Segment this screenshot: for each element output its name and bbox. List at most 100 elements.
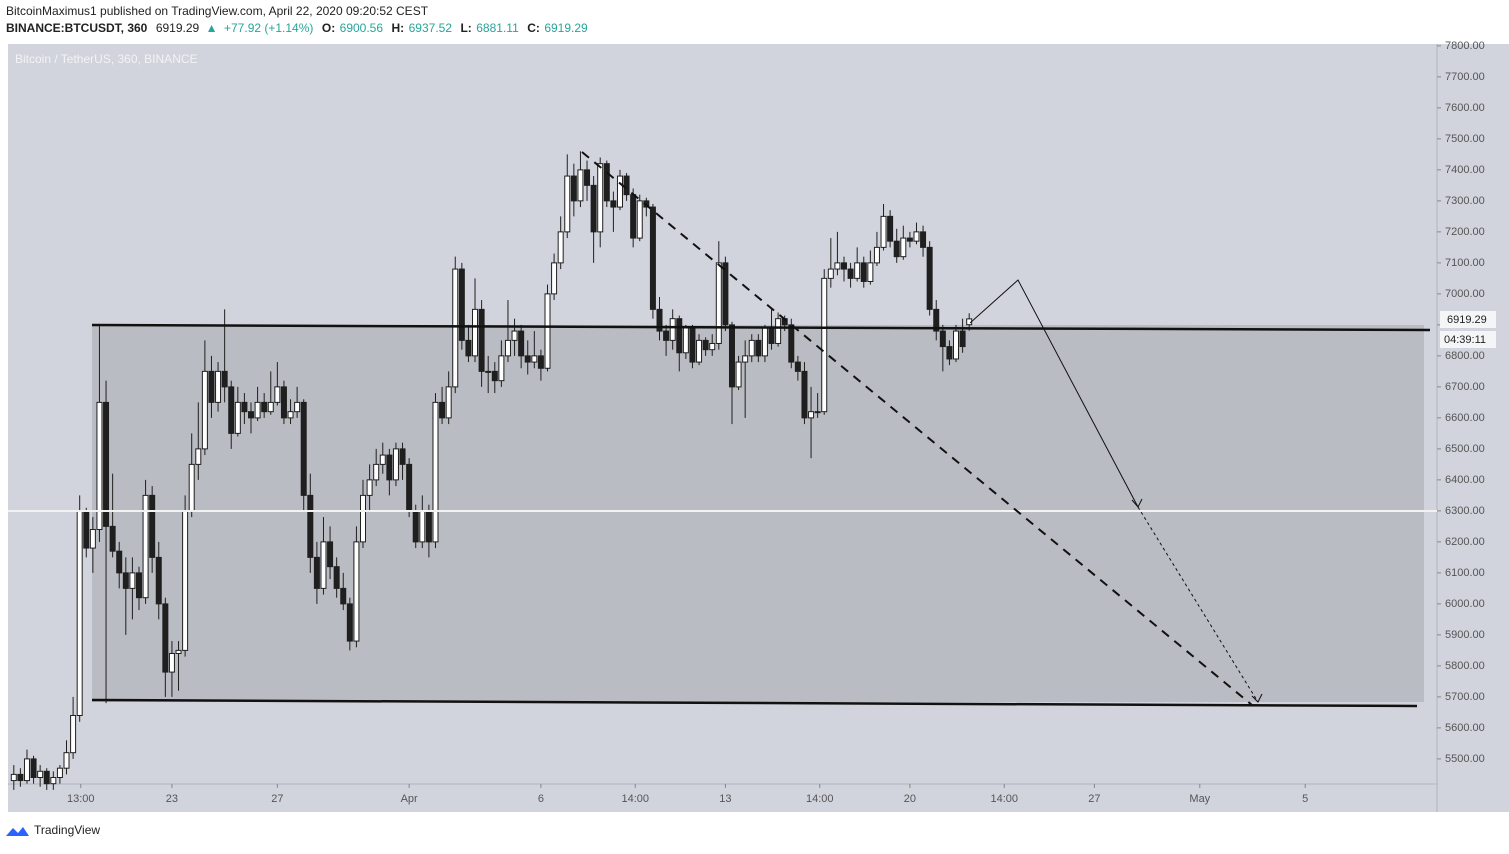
c: 6919.29 — [544, 21, 588, 35]
candle-body — [208, 370, 215, 403]
x-tick-label: 14:00 — [990, 793, 1018, 805]
y-tick-label: 5600.00 — [1445, 722, 1485, 734]
candle-body — [379, 454, 386, 465]
candle-body — [56, 767, 63, 778]
y-tick-label: 5900.00 — [1445, 629, 1485, 641]
chart-title: Bitcoin / TetherUS, 360, BINANCE — [15, 52, 198, 66]
arrow-head — [1131, 498, 1143, 508]
candle-body — [742, 355, 749, 363]
candle-body — [564, 175, 571, 233]
change: +77.92 (+1.14%) — [224, 21, 313, 35]
candle-body — [537, 355, 544, 369]
o-label: O: — [322, 21, 335, 35]
y-tick-label: 7100.00 — [1445, 257, 1485, 269]
candle-body — [327, 541, 334, 568]
last: 6919.29 — [156, 21, 200, 35]
candle-body — [900, 237, 907, 258]
candle-body — [386, 454, 393, 481]
candle-body — [768, 327, 775, 344]
candle-body — [307, 494, 314, 558]
l-label: L: — [460, 21, 471, 35]
candle-body — [70, 714, 77, 754]
h-label: H: — [392, 21, 405, 35]
y-tick-label: 6400.00 — [1445, 474, 1485, 486]
candle-body — [215, 370, 222, 403]
x-tick-label: 13 — [719, 793, 731, 805]
candle-body — [887, 215, 894, 242]
candle-body — [96, 401, 103, 530]
candle-body — [333, 566, 340, 589]
x-tick-label: 6 — [538, 793, 544, 805]
candle-body — [715, 262, 722, 344]
candle-body — [524, 355, 531, 363]
candle-body — [504, 339, 511, 357]
candle-body — [926, 246, 933, 310]
candle-body — [83, 510, 90, 549]
candle-body — [603, 163, 610, 202]
x-tick-label: 13:00 — [67, 793, 95, 805]
candle-body — [241, 401, 248, 413]
candle-body — [445, 386, 452, 419]
projection-dotted — [1137, 506, 1259, 703]
x-tick-label: 14:00 — [806, 793, 834, 805]
candle-body — [906, 237, 913, 242]
brand[interactable]: TradingView — [34, 823, 100, 837]
candle-body — [346, 603, 353, 642]
candle-body — [109, 525, 116, 552]
resistance-line — [91, 323, 1431, 332]
candle-body — [840, 262, 847, 270]
candle-body — [478, 308, 485, 372]
published: BitcoinMaximus1 published on TradingView… — [6, 4, 429, 18]
y-tick-label: 6200.00 — [1445, 536, 1485, 548]
candle-body — [570, 175, 577, 202]
candle-body — [590, 184, 597, 233]
candle-body — [788, 324, 795, 363]
candle-body — [89, 528, 96, 549]
candle-body — [577, 169, 584, 202]
y-tick-label: 6300.00 — [1445, 505, 1485, 517]
arrow: ▲ — [206, 21, 218, 35]
y-tick-label: 6500.00 — [1445, 443, 1485, 455]
candle-body — [748, 339, 755, 357]
candle-body — [419, 510, 426, 543]
candle-body — [794, 361, 801, 372]
candle-body — [63, 752, 70, 769]
candle-body — [827, 268, 834, 279]
x-tick-label: 14:00 — [621, 793, 649, 805]
candle-body — [669, 318, 676, 341]
price-label-box — [1440, 311, 1496, 328]
candle-body — [801, 370, 808, 419]
y-tick-label: 6600.00 — [1445, 412, 1485, 424]
candle-body — [808, 411, 815, 419]
candle-body — [584, 169, 591, 186]
candle-body — [195, 448, 202, 465]
x-tick-label: 27 — [1088, 793, 1100, 805]
y-tick-label: 7500.00 — [1445, 133, 1485, 145]
candle-body — [267, 401, 274, 413]
countdown-box — [1440, 331, 1496, 348]
candle-body — [761, 327, 768, 357]
h: 6937.52 — [409, 21, 453, 35]
candle-body — [860, 262, 867, 282]
y-tick-label: 7300.00 — [1445, 195, 1485, 207]
x-tick-label: May — [1189, 793, 1210, 805]
candle-body — [50, 776, 57, 785]
candle-body — [472, 308, 479, 357]
logo[interactable] — [6, 827, 29, 836]
candle-body — [485, 370, 492, 373]
candle-body — [867, 262, 874, 282]
candle-body — [491, 370, 498, 382]
x-tick-label: 27 — [271, 793, 283, 805]
candle-body — [452, 268, 459, 388]
candle-body — [188, 463, 195, 512]
candle-body — [254, 401, 261, 419]
candle-body — [953, 330, 960, 360]
y-tick-label: 6000.00 — [1445, 598, 1485, 610]
candle-body — [880, 215, 887, 248]
candle-body — [636, 200, 643, 239]
candle-body — [425, 510, 432, 543]
y-tick-label: 7700.00 — [1445, 71, 1485, 83]
candle-body — [676, 318, 683, 354]
candle-body — [630, 194, 637, 239]
